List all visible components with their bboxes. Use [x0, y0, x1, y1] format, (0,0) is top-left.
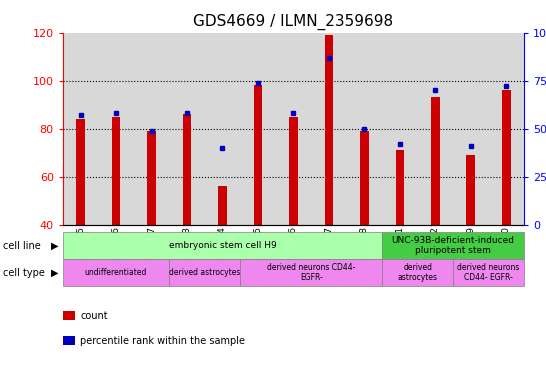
Bar — [98, 33, 134, 225]
Bar — [253, 86, 263, 225]
Text: percentile rank within the sample: percentile rank within the sample — [80, 336, 245, 346]
Bar — [395, 150, 405, 225]
Text: embryonic stem cell H9: embryonic stem cell H9 — [169, 241, 276, 250]
Text: derived neurons CD44-
EGFR-: derived neurons CD44- EGFR- — [267, 263, 355, 282]
Bar — [182, 114, 192, 225]
Text: cell type: cell type — [3, 268, 45, 278]
Bar — [147, 131, 156, 225]
Bar — [431, 98, 440, 225]
Bar — [63, 33, 98, 225]
Text: derived neurons
CD44- EGFR-: derived neurons CD44- EGFR- — [458, 263, 520, 282]
Title: GDS4669 / ILMN_2359698: GDS4669 / ILMN_2359698 — [193, 14, 394, 30]
Bar — [169, 33, 205, 225]
Text: derived
astrocytes: derived astrocytes — [397, 263, 438, 282]
Bar — [453, 33, 489, 225]
Text: undifferentiated: undifferentiated — [85, 268, 147, 277]
Bar — [289, 117, 298, 225]
Bar — [240, 33, 276, 225]
Bar — [111, 117, 121, 225]
Text: count: count — [80, 311, 108, 321]
Bar — [218, 186, 227, 225]
Bar — [324, 35, 334, 225]
Bar — [360, 131, 369, 225]
Bar — [347, 33, 382, 225]
Bar — [205, 33, 240, 225]
Text: ▶: ▶ — [51, 241, 58, 251]
Bar — [489, 33, 524, 225]
Bar — [311, 33, 347, 225]
Bar — [76, 119, 85, 225]
Bar — [382, 33, 418, 225]
Text: UNC-93B-deficient-induced
pluripotent stem: UNC-93B-deficient-induced pluripotent st… — [391, 236, 515, 255]
Bar — [134, 33, 169, 225]
Bar — [276, 33, 311, 225]
Text: cell line: cell line — [3, 241, 40, 251]
Text: derived astrocytes: derived astrocytes — [169, 268, 240, 277]
Bar — [466, 155, 476, 225]
Bar — [418, 33, 453, 225]
Text: ▶: ▶ — [51, 268, 58, 278]
Bar — [502, 90, 511, 225]
